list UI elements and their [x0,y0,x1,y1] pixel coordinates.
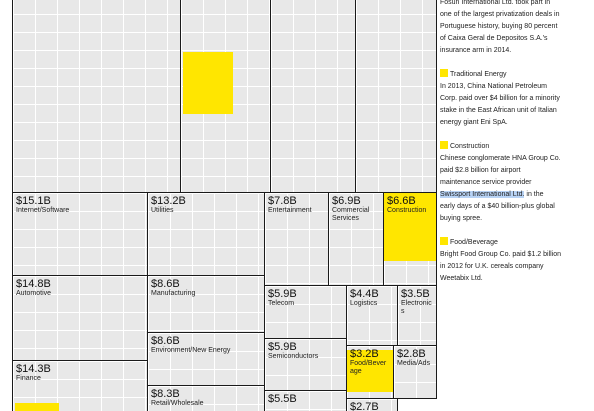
tile: Property [270,0,356,193]
tile-value: $4.4B [350,288,379,300]
legend-swatch [440,69,448,77]
tile: $3.5B Electronics [397,285,437,346]
tile: $5.9B Semiconductors [264,338,347,391]
tile: $6.9B Commercial Services [328,192,384,286]
tile-label: Environment/New Energy [151,347,231,354]
legend-swatch [440,141,448,149]
tile-label: Electronics [401,300,432,315]
tile-value: $7.8B [268,195,297,207]
note-line: in 2012 for U.K. cereals company [440,263,544,270]
tile: Mining [355,0,437,193]
tile-label: Utilities [151,207,174,214]
note-title: Food/Beverage [440,237,592,249]
note-line: In 2013, China National Petroleum [440,83,548,90]
notes-panel: Fosun International Ltd. took part in one… [440,0,592,285]
note-line: energy giant Eni SpA. [440,119,508,126]
tile: $2.8B Media/Ads [393,345,437,399]
tile: $8.3B Retail/Wholesale [147,385,265,411]
tile-label: Telecom [268,300,295,307]
highlight-fill [15,403,59,411]
tile: $8.6B Manufacturing [147,275,265,333]
tile: $14.3B Finance [12,360,148,411]
tile: $8.6B Environment/New Energy [147,332,265,386]
note-line: Chinese conglomerate HNA Group Co. [440,155,561,162]
highlight-fill [183,52,233,114]
tile-value: $14.3B [16,363,51,375]
tile-value: $6.6B [387,195,416,207]
note: Construction Chinese conglomerate HNA Gro… [440,141,592,225]
note: Traditional Energy In 2013, China Nationa… [440,69,592,129]
tile-value: $3.5B [401,288,430,300]
tile-value: $3.2B [350,348,379,360]
highlight-fill [384,193,436,261]
note-line: one of the largest privatization deals i… [440,11,560,18]
tile-value: $5.5B [268,393,297,405]
tile-label: Finance [16,375,41,382]
tile-value: $5.9B [268,288,297,300]
note-line: stake in the East African unit of Italia… [440,107,557,114]
note: Food/Beverage Bright Food Group Co. paid … [440,237,592,285]
tile-value: $6.9B [332,195,361,207]
tile-label: Internet/Software [16,207,70,214]
note-line: Bright Food Group Co. paid $1.2 billion [440,251,562,258]
note-line: Fosun International Ltd. took part in [440,0,551,6]
note-line: Weetabix Ltd. [440,275,483,282]
note-title: Traditional Energy [440,69,592,81]
note-line: of Caixa Geral de Depositos S.A.'s [440,35,548,42]
tile-label: Logistics [350,300,378,307]
tile: $6.6B Construction [383,192,437,286]
note: Fosun International Ltd. took part in one… [440,0,592,57]
note-title-text: Construction [450,143,490,150]
legend-swatch [440,237,448,245]
tile: $5.5B [264,390,347,411]
tile-value: $15.1B [16,195,51,207]
tile-label: Construction [387,207,427,214]
tile-value: $13.2B [151,195,186,207]
tile-label: Manufacturing [151,290,196,297]
tile-value: $8.6B [151,278,180,290]
highlighted-text: Swissport International Ltd. [440,191,525,198]
note-text: in the [524,191,544,198]
note-line: Swissport International Ltd. in the [440,189,592,201]
tile-value: $2.7B [350,401,379,411]
tile-label: Food/Beverage [350,360,387,375]
tile-label: Entertainment [268,207,312,214]
note-title-text: Traditional Energy [450,71,507,78]
tile-value: $8.6B [151,335,180,347]
tile-label: Commercial Services [332,207,370,222]
note-title-text: Food/Beverage [450,239,498,246]
tile: $14.8B Automotive [12,275,148,361]
note-title: Construction [440,141,592,153]
highlight-fill [347,350,393,392]
tile-label: Retail/Wholesale [151,400,204,407]
tile: Chemicals [12,0,181,193]
tile: $4.4B Logistics [346,285,398,346]
tile: $13.2B Utilities [147,192,265,276]
note-line: buying spree. [440,215,483,222]
tile: $7.8B Entertainment [264,192,329,286]
note-line: Portuguese history, buying 80 percent [440,23,558,30]
tile-value: $8.3B [151,388,180,400]
tile: $15.1B Internet/Software [12,192,148,276]
note-line: insurance arm in 2014. [440,47,512,54]
note-line: paid $2.8 billion for airport [440,167,521,174]
tile-label: Automotive [16,290,52,297]
tile-value: $14.8B [16,278,51,290]
tile-value: $2.8B [397,348,426,360]
tile: $5.9B Telecom [264,285,347,339]
note-line: early days of a $40 billion-plus global [440,203,555,210]
tile-label: Media/Ads [397,360,431,367]
tile-label: Semiconductors [268,353,319,360]
tile: $3.2B Food/Beverage [346,345,394,399]
note-line: Corp. paid over $4 billion for a minorit… [440,95,560,102]
note-line: maintenance service provider [440,179,532,186]
tile-value: $5.9B [268,341,297,353]
tile: $2.7B [346,398,398,411]
tile: Traditional Energy [180,0,271,193]
